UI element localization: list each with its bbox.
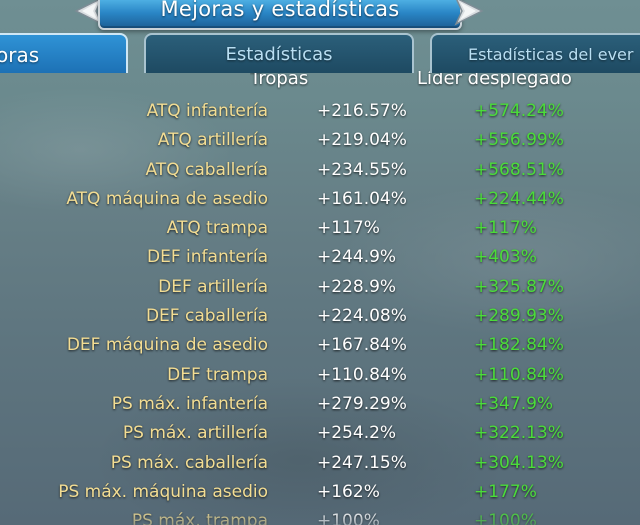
stat-label: PS máx. máquina asedio [58,481,268,502]
leader-value: +304.13% [474,452,564,473]
stat-label: PS máx. caballería [110,452,268,473]
stat-row: PS máx. caballería +247.15% +304.13% [0,449,640,478]
leader-value: +110.84% [474,364,564,385]
stat-label: ATQ máquina de asedio [66,188,268,209]
stat-row: DEF trampa +110.84% +110.84% [0,361,640,390]
troops-value: +216.57% [317,101,407,121]
troops-value: +254.2% [317,423,397,444]
troops-value: +117% [317,218,380,239]
leader-value: +177% [474,481,537,502]
leader-value: +289.93% [474,306,564,327]
leader-value: +403% [474,247,537,268]
stat-row: PS máx. máquina asedio +162% +177% [0,478,640,507]
troops-value: +100% [317,511,380,525]
stat-label: DEF infantería [147,247,268,268]
leader-value: +347.9% [474,393,554,414]
stat-row: ATQ máquina de asedio +161.04% +224.44% [0,185,640,214]
leader-value: +224.44% [474,188,564,209]
next-page-button[interactable] [454,0,486,26]
stat-label: PS máx. trampa [131,511,268,525]
stat-row: PS máx. artillería +254.2% +322.13% [0,419,640,448]
leader-value: +182.84% [474,335,564,356]
stat-row: ATQ caballería +234.55% +568.51% [0,156,640,185]
stat-row: DEF caballería +224.08% +289.93% [0,302,640,331]
stat-row: PS máx. trampa +100% +100% [0,507,640,525]
leader-value: +556.99% [474,130,564,151]
stat-label: DEF trampa [167,364,268,385]
stat-label: DEF caballería [145,306,268,327]
tab-estadisticas[interactable]: Estadísticas [144,33,414,73]
stat-row: ATQ infantería +216.57% +574.24% [0,97,640,126]
stats-table: ATQ infantería +216.57% +574.24% ATQ artill… [0,97,640,525]
troops-value: +110.84% [317,364,407,385]
stat-label: ATQ trampa [166,218,268,239]
troops-value: +279.29% [317,393,407,414]
leader-value: +325.87% [474,276,564,297]
troops-value: +161.04% [317,188,407,209]
stat-row: PS máx. infantería +279.29% +347.9% [0,390,640,419]
stat-label: DEF máquina de asedio [66,335,268,356]
troops-value: +247.15% [317,452,407,473]
tab-estadisticas-evento[interactable]: Estadísticas del ever [430,33,640,73]
troops-value: +234.55% [317,159,407,180]
leader-value: +322.13% [474,423,564,444]
tab-mejoras[interactable]: oras [0,33,128,73]
stat-row: ATQ trampa +117% +117% [0,214,640,243]
stat-row: ATQ artillería +219.04% +556.99% [0,126,640,155]
leader-value: +117% [474,218,537,239]
stat-label: ATQ artillería [157,130,268,151]
troops-value: +224.08% [317,306,407,327]
stat-label: ATQ caballería [145,159,269,180]
title-plate: Mejoras y estadísticas [98,0,462,30]
stat-row: DEF artillería +228.9% +325.87% [0,273,640,302]
tab-bar: oras Estadísticas Estadísticas del ever [0,33,640,75]
leader-value: +100% [474,511,537,525]
column-header-leader: Líder desplegado [417,68,572,89]
stat-label: DEF artillería [158,276,268,297]
troops-value: +244.9% [317,247,397,268]
troops-value: +167.84% [317,335,407,356]
leader-value: +568.51% [474,159,564,180]
stat-row: DEF máquina de asedio +167.84% +182.84% [0,331,640,360]
chevron-right-icon [454,0,484,26]
troops-value: +162% [317,481,380,502]
page-title: Mejoras y estadísticas [160,0,400,21]
stat-label: PS máx. artillería [122,423,268,444]
column-header-troops: Tropas [250,68,309,89]
troops-value: +219.04% [317,130,407,151]
stat-label: PS máx. infantería [111,393,268,414]
stat-row: DEF infantería +244.9% +403% [0,243,640,272]
stat-label: ATQ infantería [146,101,268,121]
header-banner: Mejoras y estadísticas [0,0,640,36]
troops-value: +228.9% [317,276,397,297]
leader-value: +574.24% [474,101,564,121]
